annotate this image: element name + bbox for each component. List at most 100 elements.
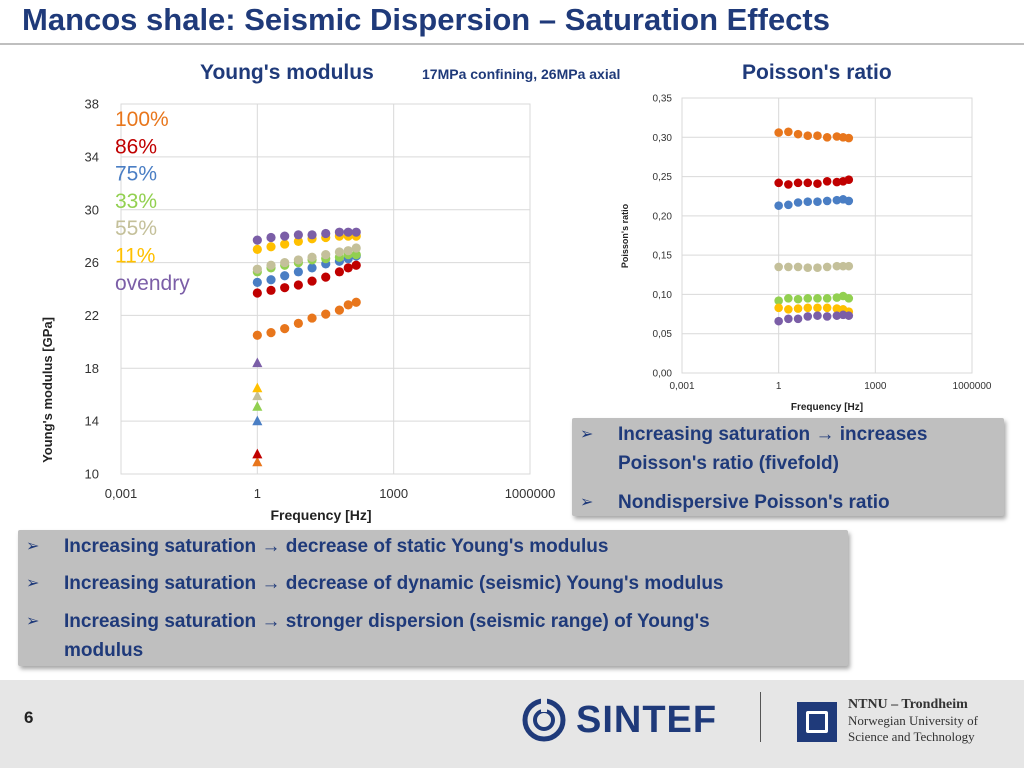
data-point-100pct (774, 128, 783, 137)
data-point-86pct (293, 280, 303, 290)
data-point-55pct (832, 261, 842, 271)
bottom-bullet-2-text: Increasing saturation → decrease of dyna… (64, 573, 724, 594)
data-point-86pct (351, 260, 361, 270)
ntnu-wordmark: NTNU – Trondheim Norwegian University of… (848, 697, 978, 745)
legend-entry-75pct: 75% (115, 163, 157, 186)
y-tick-label: 0,00 (653, 369, 673, 380)
data-point-11pct (280, 239, 290, 249)
data-point-100pct (793, 129, 803, 139)
data-point-75pct (266, 275, 276, 285)
data-point-11pct (822, 303, 832, 313)
data-point-ovendry (321, 228, 331, 239)
data-point-86pct (832, 177, 842, 187)
y-tick-label: 26 (85, 255, 99, 270)
static-point-55pct (252, 390, 263, 401)
youngs-heading: Young's modulus (200, 61, 374, 84)
youngs-findings-box (18, 530, 848, 666)
data-point-33pct (774, 296, 783, 306)
data-point-11pct (774, 303, 783, 313)
y-tick-label: 0,10 (653, 290, 673, 301)
y-tick-label: 0,20 (653, 211, 673, 222)
data-point-86pct (280, 283, 290, 293)
data-point-100pct (334, 305, 345, 315)
data-point-ovendry (351, 227, 361, 237)
data-point-100pct (321, 309, 331, 319)
data-point-11pct (832, 304, 842, 313)
logo-separator (760, 692, 761, 742)
data-point-86pct (844, 175, 854, 185)
data-point-75pct (293, 267, 303, 277)
y-tick-label: 10 (85, 467, 99, 482)
data-point-75pct (844, 196, 854, 206)
data-point-ovendry (774, 316, 783, 326)
data-point-55pct (822, 262, 832, 272)
data-point-11pct (266, 242, 276, 252)
y-tick-label: 38 (85, 97, 99, 112)
data-point-11pct (784, 305, 793, 314)
bottom-bullet-2: ➢ Increasing saturation → decrease of dy… (26, 569, 826, 598)
data-point-75pct (784, 200, 793, 210)
sintef-wordmark: SINTEF (576, 698, 718, 741)
data-point-100pct (343, 300, 353, 310)
ntnu-logo-icon (797, 702, 837, 742)
right-bullet-2-text: Nondispersive Poisson's ratio (618, 492, 890, 513)
data-point-ovendry (334, 227, 345, 237)
right-bullet-2: ➢ Nondispersive Poisson's ratio (580, 488, 980, 517)
data-point-33pct (351, 250, 361, 260)
x-tick-label: 1 (254, 486, 261, 501)
youngs-y-axis-label: Young's modulus [GPa] (40, 317, 55, 463)
y-tick-label: 0,30 (653, 133, 673, 144)
data-point-86pct (803, 178, 813, 188)
data-point-55pct (321, 250, 331, 260)
legend-entry-33pct: 33% (115, 190, 157, 213)
data-point-11pct (813, 303, 822, 313)
y-tick-label: 22 (85, 308, 99, 323)
data-point-55pct (252, 264, 262, 274)
poisson-heading: Poisson's ratio (742, 61, 892, 84)
poisson-x-axis-label: Frequency [Hz] (791, 402, 863, 413)
data-point-ovendry (832, 311, 842, 320)
right-bullet-1: ➢ Increasing saturation → increases Pois… (580, 420, 980, 478)
poissons-ratio-chart: 0,00 0,05 0,10 0,15 0,20 0,25 0,30 0,35 0,001 1 1… (620, 94, 992, 414)
y-tick-label: 0,35 (653, 94, 673, 105)
data-point-ovendry (343, 227, 353, 237)
plot-area (681, 97, 973, 374)
static-point-33pct (252, 401, 263, 411)
data-point-100pct (293, 318, 303, 328)
data-point-86pct (266, 285, 276, 295)
static-point-11pct (252, 382, 263, 393)
sintef-logo: SINTEF (520, 698, 717, 742)
right-bullet-1-text: Increasing saturation → increases Poisso… (618, 424, 928, 474)
data-point-55pct (784, 262, 793, 272)
data-point-100pct (307, 313, 317, 323)
sintef-emblem-icon (522, 698, 566, 742)
data-point-100pct (844, 133, 854, 143)
data-point-ovendry (844, 311, 854, 320)
data-point-100pct (803, 131, 813, 141)
data-point-86pct (784, 180, 793, 189)
y-tick-label: 30 (85, 202, 99, 217)
legend-entry-11pct: 11% (115, 245, 155, 268)
footer-bar (0, 680, 1024, 768)
bottom-bullet-1: ➢ Increasing saturation → decrease of st… (26, 532, 826, 561)
data-point-55pct (803, 263, 813, 273)
bottom-bullet-3: ➢ Increasing saturation → stronger dispe… (26, 607, 786, 665)
bottom-bullet-3-text: Increasing saturation → stronger dispers… (64, 611, 710, 661)
x-tick-label: 0,001 (105, 486, 138, 501)
y-tick-label: 18 (85, 361, 99, 376)
bullet-arrow-icon: ➢ (26, 613, 40, 630)
data-point-100pct (832, 132, 842, 141)
data-point-86pct (822, 176, 832, 186)
data-point-100pct (252, 330, 262, 340)
data-point-75pct (803, 197, 813, 207)
data-point-55pct (793, 262, 803, 272)
data-point-33pct (803, 294, 813, 303)
data-point-55pct (844, 261, 854, 271)
data-point-11pct (803, 303, 813, 313)
data-point-75pct (832, 195, 842, 205)
data-point-86pct (343, 263, 353, 273)
legend-entry-86pct: 86% (115, 135, 157, 158)
data-point-55pct (280, 257, 290, 268)
data-point-11pct (252, 244, 262, 254)
data-point-11pct (293, 236, 303, 247)
